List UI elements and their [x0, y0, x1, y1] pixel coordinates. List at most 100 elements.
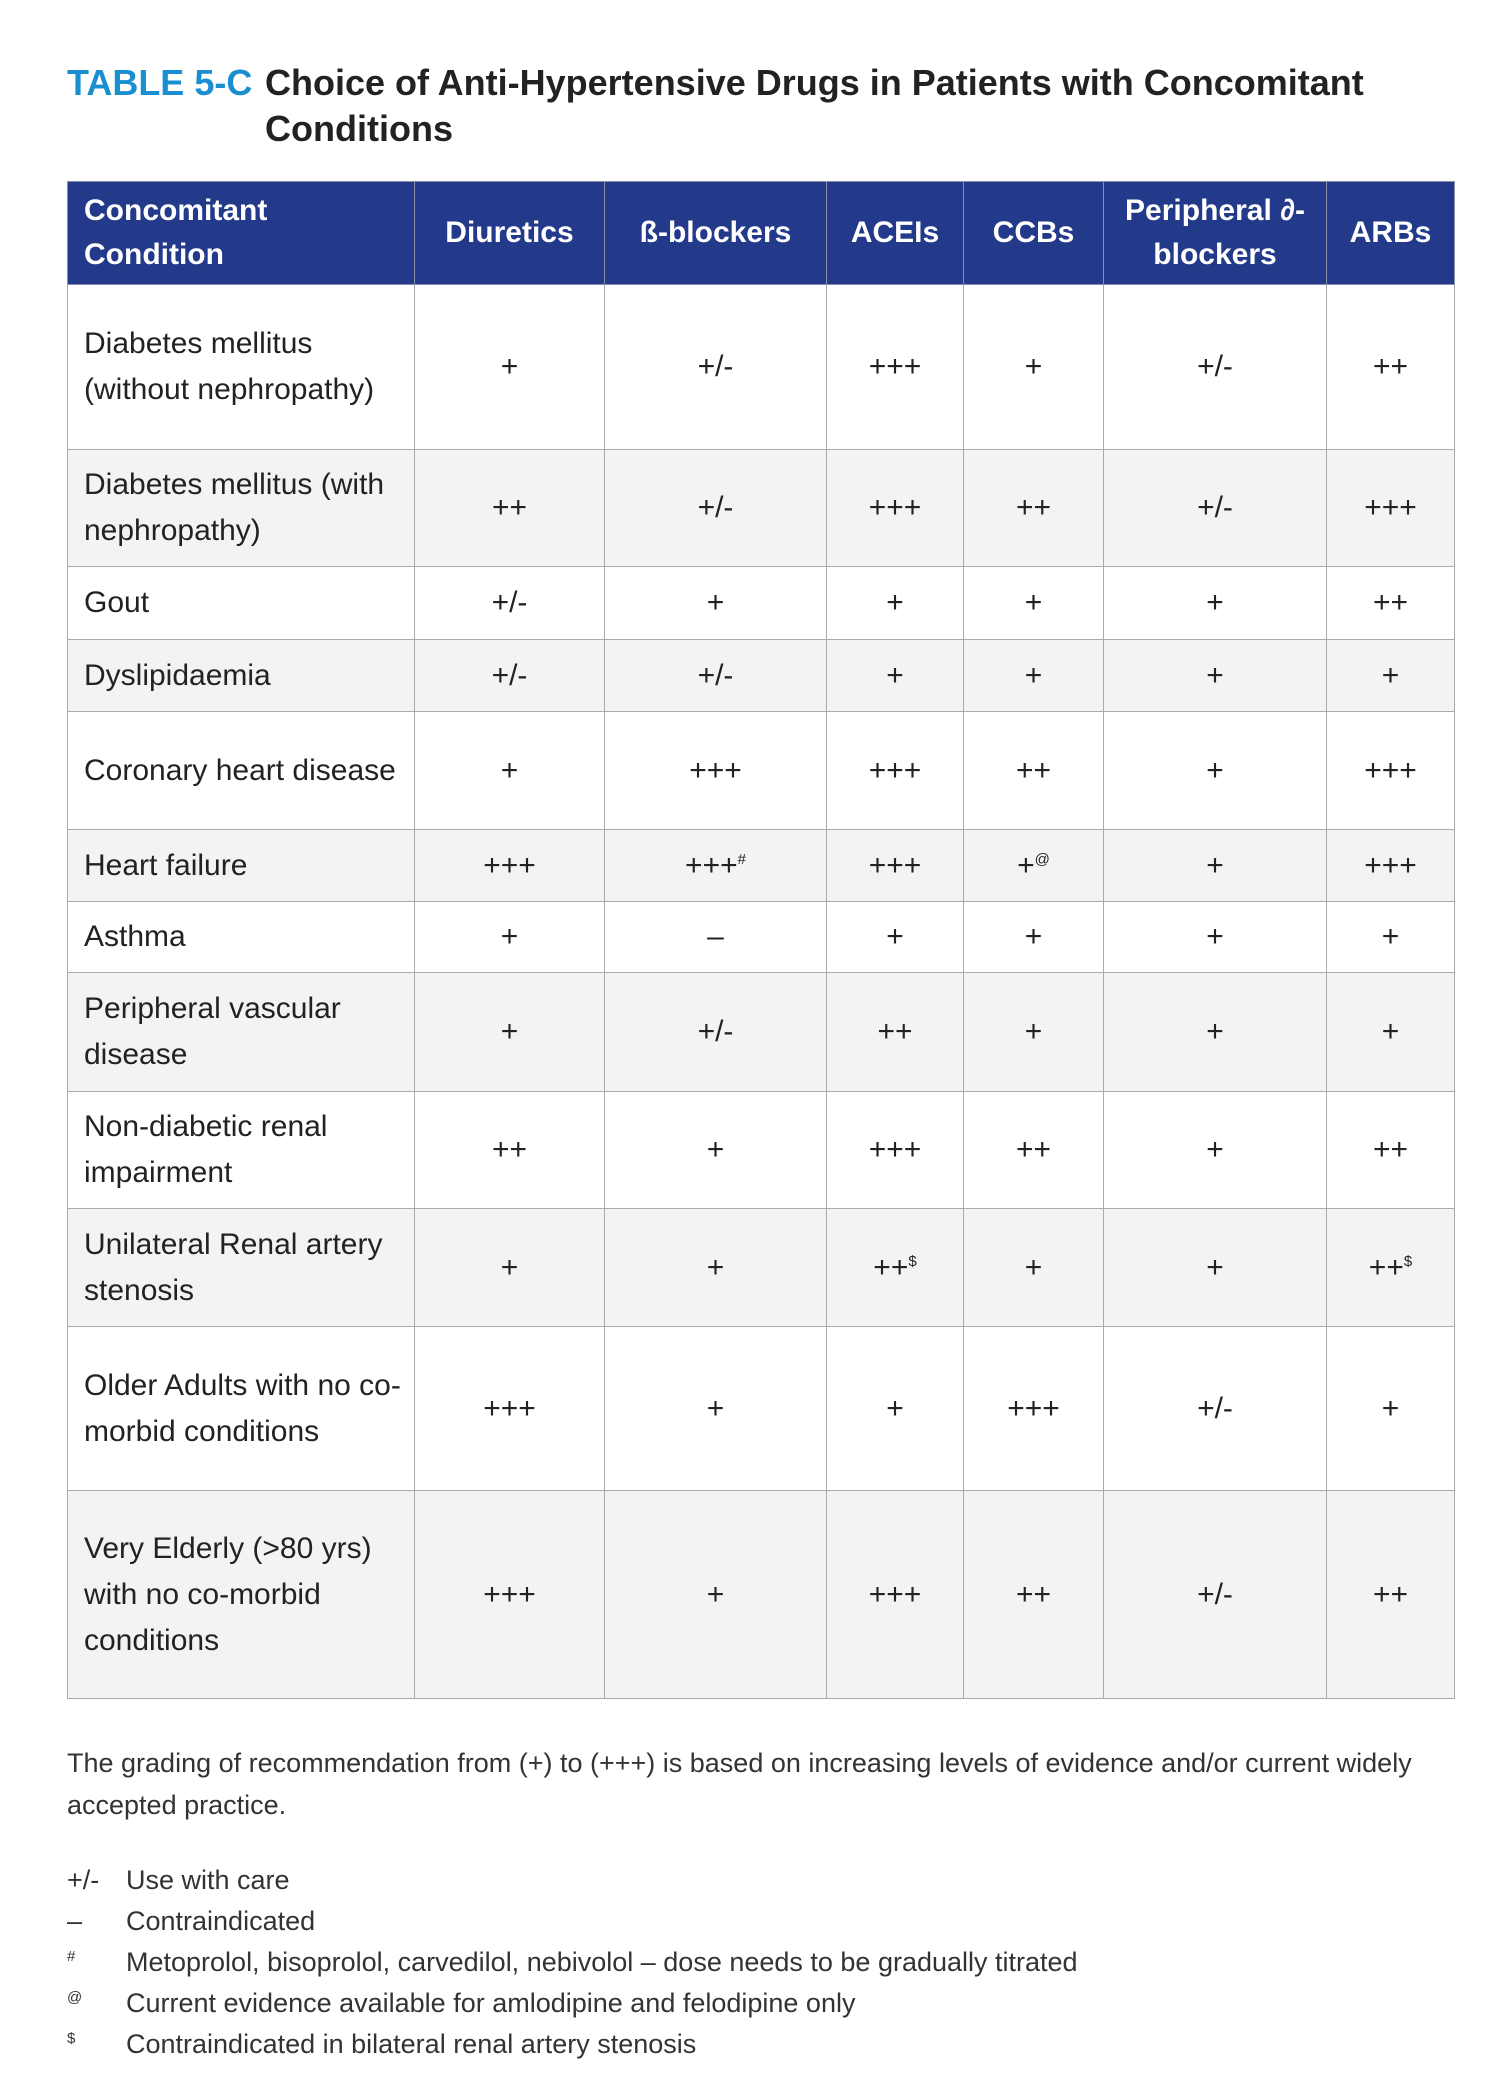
rating-cell: +	[963, 1208, 1104, 1327]
table-row: Very Elderly (>80 yrs) with no co-morbid…	[67, 1490, 1455, 1699]
header-row: Concomitant Condition Diuretics ß-blockers…	[67, 181, 1455, 285]
column-header: Diuretics	[414, 181, 605, 285]
rating-value: +/-	[491, 586, 528, 619]
rating-cell: +/-	[1103, 1490, 1327, 1699]
rating-cell: ++	[1326, 1091, 1455, 1209]
rating-cell: ++	[963, 1091, 1104, 1209]
rating-value: ++	[1372, 350, 1409, 383]
rating-value: +	[1206, 848, 1224, 882]
table-row: Peripheral vascular disease + +/- ++ + + +	[67, 972, 1455, 1092]
rating-cell: +++#	[604, 829, 827, 902]
rating-value: +++	[1364, 753, 1417, 787]
rating-cell: +	[604, 1326, 827, 1491]
rating-value: ++	[1015, 491, 1052, 524]
rating-cell: ++$	[826, 1208, 964, 1327]
column-header: CCBs	[963, 181, 1104, 285]
legend-item: $ Contraindicated in bilateral renal arte…	[67, 2024, 1078, 2065]
legend: +/- Use with care – Contraindicated # Metopro…	[67, 1860, 1078, 2065]
rating-cell: +++	[414, 1490, 605, 1699]
footnote-marker: $	[1403, 1252, 1413, 1270]
column-header: ACEIs	[826, 181, 964, 285]
rating-cell: ++$	[1326, 1208, 1455, 1327]
rating-cell: +	[1103, 1091, 1327, 1209]
rating-value: +	[1381, 1015, 1400, 1048]
rating-cell: +	[826, 1326, 964, 1491]
rating-value: ++	[1015, 1133, 1052, 1166]
footnote-marker: $	[908, 1252, 917, 1270]
rating-cell: +	[963, 639, 1104, 712]
rating-value: +	[500, 1015, 519, 1048]
rating-value: ++	[1372, 586, 1409, 619]
table-row: Unilateral Renal artery stenosis + + ++$ + + +…	[67, 1208, 1455, 1327]
rating-cell: +	[414, 972, 605, 1092]
rating-cell: +	[963, 284, 1104, 450]
rating-cell: +	[414, 711, 605, 830]
legend-item: # Metoprolol, bisoprolol, carvedilol, neb…	[67, 1942, 1078, 1983]
rating-value: +	[886, 1391, 904, 1425]
grading-note: The grading of recommendation from (+) t…	[67, 1748, 1412, 1820]
rating-value: +++	[868, 350, 922, 383]
rating-cell: +++	[963, 1326, 1104, 1491]
rating-value: ++	[1015, 1577, 1052, 1611]
rating-cell: +	[1103, 1208, 1327, 1327]
rating-value: +	[1024, 920, 1043, 953]
rating-cell: +	[414, 901, 605, 973]
rating-value: +	[706, 1250, 725, 1284]
legend-text: Contraindicated	[126, 1906, 316, 1936]
rating-value: +/-	[697, 491, 734, 524]
rating-cell: +	[826, 901, 964, 973]
legend-symbol: $	[67, 2030, 76, 2047]
rating-value: +++	[1364, 491, 1417, 524]
legend-text: Metoprolol, bisoprolol, carvedilol, nebi…	[126, 1947, 1078, 1977]
rating-value: –	[707, 920, 724, 953]
rating-value: +	[1206, 1133, 1224, 1166]
rating-cell: +	[963, 566, 1104, 640]
rating-value: +/-	[1197, 491, 1233, 524]
rating-cell: +/-	[604, 284, 827, 450]
rating-value: +	[886, 920, 904, 953]
condition-cell: Diabetes mellitus (with nephropathy)	[67, 449, 415, 567]
rating-value: +++	[1364, 848, 1417, 882]
legend-item: – Contraindicated	[67, 1901, 1078, 1942]
rating-value: +	[500, 753, 519, 787]
rating-cell: +++	[826, 284, 964, 450]
rating-cell: +	[1326, 639, 1455, 712]
rating-cell: +	[414, 284, 605, 450]
rating-value: +	[886, 586, 904, 619]
rating-value: +++	[868, 753, 922, 787]
condition-cell: Older Adults with no co-morbid condition…	[67, 1326, 415, 1491]
rating-cell: ++	[414, 449, 605, 567]
condition-cell: Dyslipidaemia	[67, 639, 415, 712]
legend-symbol: +/-	[67, 1865, 100, 1895]
rating-cell: +	[604, 1091, 827, 1209]
table-row: Asthma + – + + + +	[67, 901, 1455, 973]
rating-value: +	[1206, 1015, 1224, 1048]
column-header: Concomitant Condition	[67, 181, 415, 285]
table-row: Older Adults with no co-morbid condition…	[67, 1326, 1455, 1491]
rating-value: +	[1381, 1391, 1400, 1425]
rating-cell: +++	[414, 829, 605, 902]
rating-value: +++	[868, 848, 922, 882]
condition-cell: Peripheral vascular disease	[67, 972, 415, 1092]
rating-cell: +	[1103, 901, 1327, 973]
rating-cell: +	[604, 1490, 827, 1699]
rating-value: +	[500, 920, 519, 953]
condition-cell: Asthma	[67, 901, 415, 973]
rating-value: +/-	[697, 658, 734, 692]
rating-cell: +	[1103, 711, 1327, 830]
rating-value: +++	[483, 1577, 536, 1611]
rating-value: +/-	[1197, 350, 1233, 383]
rating-cell: +	[604, 566, 827, 640]
condition-cell: Gout	[67, 566, 415, 640]
rating-value: ++	[1368, 1250, 1404, 1284]
rating-value: +	[1381, 920, 1400, 953]
rating-cell: +/-	[1103, 284, 1327, 450]
table-row: Gout +/- + + + + ++	[67, 566, 1455, 640]
rating-cell: +	[604, 1208, 827, 1327]
rating-value: +	[1024, 350, 1043, 383]
rating-value: +	[706, 1391, 725, 1425]
rating-value: ++	[1372, 1133, 1409, 1166]
rating-cell: +	[826, 639, 964, 712]
rating-cell: ++	[963, 1490, 1104, 1699]
rating-cell: ++	[1326, 566, 1455, 640]
